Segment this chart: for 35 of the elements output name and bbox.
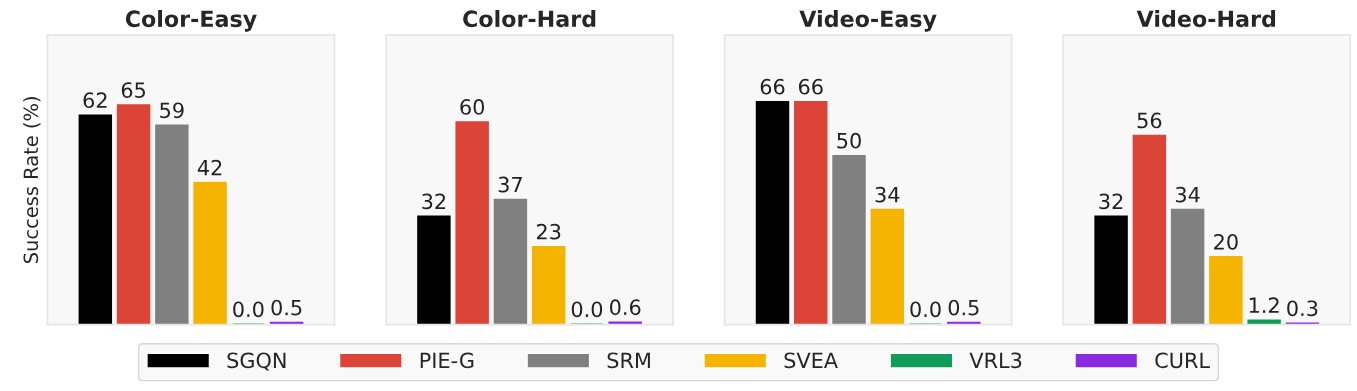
data-label: 37 xyxy=(498,176,522,193)
data-label: 34 xyxy=(1175,186,1200,203)
legend-label: PIE-G xyxy=(420,352,474,369)
data-label: 0.5 xyxy=(271,299,302,316)
chart-title: Video-Easy xyxy=(799,9,937,32)
data-label: 0.3 xyxy=(1287,300,1318,317)
data-label: 0.5 xyxy=(948,299,979,316)
data-label: 1.2 xyxy=(1249,297,1279,313)
data-label: 65 xyxy=(121,82,146,98)
legend-label: VRL3 xyxy=(969,352,1022,369)
y-axis-title: Success Rate (%) xyxy=(23,97,41,264)
data-label: 32 xyxy=(1099,193,1123,210)
data-label: 66 xyxy=(798,78,823,95)
data-label: 0.0 xyxy=(571,301,603,318)
legend-label: CURL xyxy=(1155,352,1210,369)
data-label: 20 xyxy=(1214,233,1238,250)
data-label: 50 xyxy=(837,132,861,149)
legend-label: SVEA xyxy=(784,352,838,369)
data-label: 23 xyxy=(536,223,561,240)
chart-title: Color-Easy xyxy=(125,9,257,32)
data-label: 34 xyxy=(875,186,900,203)
data-label: 66 xyxy=(760,78,785,95)
chart-title: Color-Hard xyxy=(463,9,596,28)
data-label: 0.6 xyxy=(610,299,641,316)
legend-label: SGQN xyxy=(227,352,286,371)
data-label: 42 xyxy=(197,159,222,176)
chart-title: Video-Hard xyxy=(1136,9,1276,28)
data-label: 62 xyxy=(83,92,107,109)
legend-label: SRM xyxy=(607,352,650,369)
data-label: 59 xyxy=(160,102,184,119)
data-label: 0.0 xyxy=(233,301,264,318)
data-label: 56 xyxy=(1137,112,1162,129)
data-label: 60 xyxy=(460,99,485,115)
data-label: 32 xyxy=(422,193,446,210)
data-label: 0.0 xyxy=(910,301,941,318)
